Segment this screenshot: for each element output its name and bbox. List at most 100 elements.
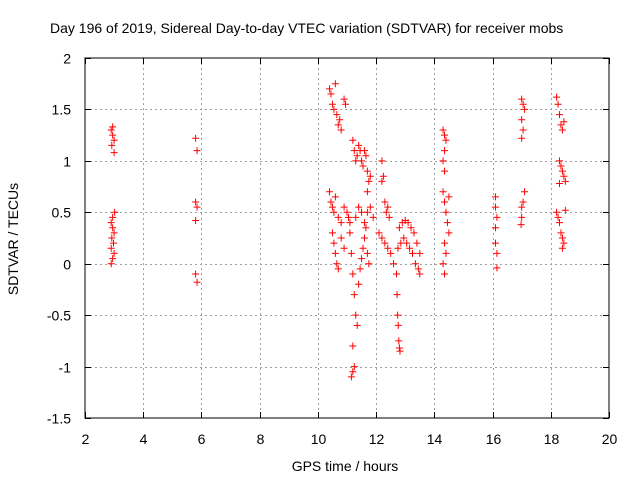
data-point [518, 95, 526, 103]
data-point [554, 213, 562, 221]
data-point [109, 131, 117, 139]
data-point [360, 219, 368, 227]
data-point [328, 100, 336, 108]
data-point [359, 244, 367, 252]
data-point [558, 234, 566, 242]
data-point [491, 239, 499, 247]
data-point [110, 136, 118, 144]
data-point [107, 260, 115, 268]
x-tick-label: 6 [198, 431, 206, 447]
data-point [110, 249, 118, 257]
data-point [192, 217, 200, 225]
data-point [340, 95, 348, 103]
data-point [326, 188, 334, 196]
x-tick-label: 8 [257, 431, 265, 447]
data-point [409, 249, 416, 257]
x-tick-label: 20 [602, 431, 618, 447]
data-point [369, 213, 377, 221]
data-point [352, 213, 360, 221]
data-point [521, 188, 529, 196]
data-point [518, 203, 526, 211]
data-point [330, 208, 338, 216]
data-point [556, 157, 564, 165]
y-tick-label: 1.5 [52, 102, 72, 118]
data-point [493, 213, 501, 221]
data-point [443, 219, 451, 227]
data-point [347, 373, 355, 381]
data-point [439, 157, 447, 165]
data-point [445, 193, 453, 201]
data-point [359, 162, 367, 170]
data-point [375, 229, 383, 237]
data-point [441, 198, 449, 206]
data-point [441, 131, 449, 139]
data-point [350, 363, 358, 371]
data-point [441, 167, 449, 175]
data-point [416, 270, 424, 278]
data-point [192, 270, 200, 278]
data-point [382, 208, 390, 216]
data-point [360, 234, 368, 242]
data-point [333, 260, 341, 268]
data-point [394, 244, 402, 252]
data-point [328, 229, 336, 237]
data-point [441, 239, 449, 247]
data-point [557, 162, 565, 170]
data-point [365, 260, 373, 268]
data-point [384, 203, 392, 211]
data-point [349, 136, 357, 144]
data-point [353, 321, 361, 329]
data-point [330, 105, 338, 113]
data-point [346, 219, 354, 227]
data-point [442, 249, 450, 257]
data-point [558, 244, 566, 252]
data-point [340, 244, 348, 252]
data-point [557, 121, 565, 129]
data-point [355, 280, 363, 288]
data-point [360, 147, 368, 155]
data-point [327, 198, 335, 206]
data-point [331, 193, 339, 201]
data-point [445, 229, 453, 237]
data-point [395, 337, 403, 345]
data-point [110, 239, 118, 247]
data-point [327, 90, 335, 98]
data-point [366, 203, 374, 211]
data-point [193, 278, 201, 286]
grid [85, 58, 609, 418]
x-tick-label: 18 [544, 431, 560, 447]
data-point [109, 255, 117, 263]
data-point [192, 134, 200, 142]
data-point [340, 203, 348, 211]
data-point [554, 100, 562, 108]
data-point [362, 152, 370, 160]
data-point [355, 203, 363, 211]
data-point [349, 270, 357, 278]
data-point [109, 213, 117, 221]
data-point [518, 116, 526, 124]
data-point [333, 111, 341, 119]
plot-frame [84, 57, 610, 419]
data-point [342, 100, 350, 108]
chart-title: Day 196 of 2019, Sidereal Day-to-day VTE… [50, 20, 563, 36]
data-point [331, 249, 339, 257]
data-point [491, 193, 499, 201]
data-point [519, 100, 527, 108]
data-point [558, 126, 566, 134]
data-point [343, 208, 351, 216]
data-point [395, 344, 403, 352]
x-tick-label: 14 [427, 431, 443, 447]
data-point [439, 188, 447, 196]
data-point [518, 213, 526, 221]
data-point [519, 126, 527, 134]
data-point [381, 239, 389, 247]
data-point [493, 264, 501, 272]
data-point [396, 347, 404, 355]
y-tick-label: 0.5 [52, 205, 72, 221]
data-point [353, 152, 361, 160]
data-point [349, 368, 357, 376]
data-point [557, 229, 565, 237]
y-tick-label: 2 [63, 51, 71, 67]
y-tick-label: 1 [63, 154, 71, 170]
